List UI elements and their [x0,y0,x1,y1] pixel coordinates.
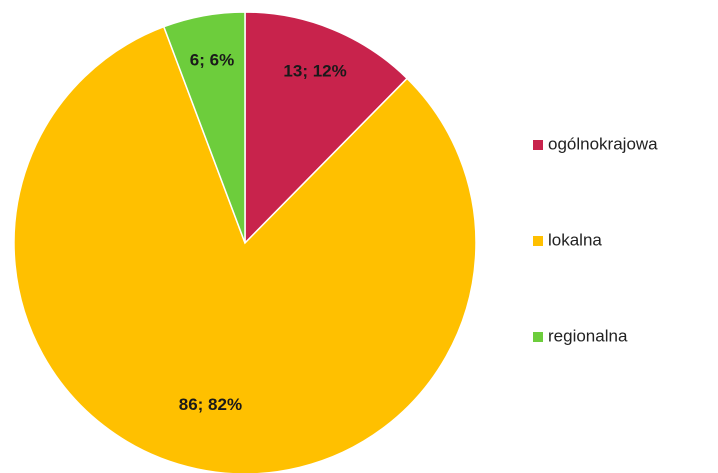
pie-slice [162,11,246,244]
legend-label: ogólnokrajowa [548,134,658,153]
legend-label: lokalna [548,230,602,249]
legend-swatch [533,332,543,342]
data-label: 86; 82% [179,395,242,414]
data-label: 6; 6% [190,51,234,70]
legend-swatch [533,140,543,150]
data-label: 13; 12% [283,61,346,80]
legend-label: regionalna [548,326,628,345]
pie-slice [13,25,477,473]
legend-swatch [533,236,543,246]
pie-slice [244,11,409,245]
